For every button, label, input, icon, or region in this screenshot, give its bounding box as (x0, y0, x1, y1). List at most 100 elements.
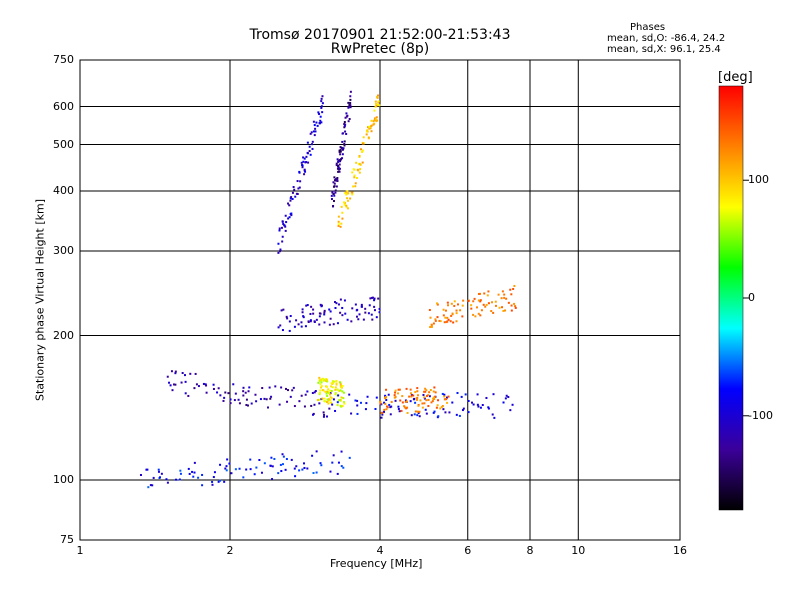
echo-point (444, 316, 447, 319)
echo-point (244, 391, 247, 394)
echo-point (331, 403, 334, 406)
echo-point (491, 301, 494, 304)
echo-point (280, 309, 283, 312)
echo-point (245, 468, 248, 471)
echo-point (147, 486, 150, 489)
echo-point (507, 396, 510, 399)
echo-point (288, 320, 291, 323)
echo-point (351, 307, 354, 310)
echo-point (371, 318, 374, 321)
echo-point (444, 309, 447, 312)
echo-point (428, 309, 431, 312)
echo-point (304, 170, 307, 173)
echo-point (470, 304, 473, 307)
echo-point (249, 458, 252, 461)
echo-point (234, 392, 237, 395)
phases-title: Phases (630, 22, 666, 33)
echo-point (406, 411, 409, 414)
echo-point (151, 484, 154, 487)
echo-point (368, 125, 371, 128)
echo-point (315, 121, 318, 124)
echo-point (282, 308, 285, 311)
echo-point (283, 224, 286, 227)
echo-point (340, 465, 343, 468)
echo-point (298, 400, 301, 403)
echo-point (279, 463, 282, 466)
colorbar-unit: [deg] (718, 70, 753, 85)
echo-point (450, 302, 453, 305)
echo-point (455, 309, 458, 312)
echo-point (277, 472, 280, 475)
echo-point (451, 401, 454, 404)
echo-point (342, 466, 345, 469)
echo-point (297, 187, 300, 190)
echo-point (339, 148, 342, 151)
echo-point (311, 392, 314, 395)
echo-point (286, 389, 289, 392)
echo-point (346, 190, 349, 193)
echo-point (320, 105, 323, 108)
echo-point (491, 413, 494, 416)
echo-point (332, 204, 335, 207)
echo-point (341, 306, 344, 309)
echo-point (336, 404, 339, 407)
echo-point (319, 312, 322, 315)
echo-point (318, 398, 321, 401)
echo-point (446, 301, 449, 304)
echo-point (350, 412, 353, 415)
echo-point (339, 383, 342, 386)
echo-point (193, 461, 196, 464)
echo-point (467, 300, 470, 303)
echo-point (318, 122, 321, 125)
echo-point (388, 403, 391, 406)
echo-point (424, 387, 427, 390)
echo-point (170, 370, 173, 373)
echo-point (295, 192, 298, 195)
echo-point (370, 119, 373, 122)
echo-point (339, 311, 342, 314)
chart-title: Tromsø 20170901 21:52:00-21:53:43 (249, 27, 511, 43)
echo-point (434, 391, 437, 394)
echo-point (372, 120, 375, 123)
echo-point (314, 127, 317, 130)
echo-point (505, 394, 508, 397)
echo-point (348, 393, 351, 396)
echo-point (305, 155, 308, 158)
echo-point (373, 118, 376, 121)
echo-point (341, 217, 344, 220)
echo-point (470, 401, 473, 404)
echo-point (346, 192, 349, 195)
echo-point (419, 399, 422, 402)
echo-point (335, 162, 338, 165)
echo-point (479, 314, 482, 317)
echo-point (329, 399, 332, 402)
echo-point (442, 308, 445, 311)
y-tick-label: 300 (53, 244, 74, 257)
echo-point (341, 211, 344, 214)
echo-point (437, 399, 440, 402)
echo-point (349, 98, 352, 101)
echo-point (343, 299, 346, 302)
echo-point (433, 386, 436, 389)
echo-point (334, 307, 337, 310)
echo-point (441, 404, 444, 407)
echo-point (216, 391, 219, 394)
echo-point (514, 306, 517, 309)
echo-point (410, 392, 413, 395)
echo-point (322, 415, 325, 418)
echo-point (222, 399, 225, 402)
echo-point (179, 472, 182, 475)
echo-point (431, 397, 434, 400)
echo-point (432, 390, 435, 393)
echo-point (476, 393, 479, 396)
echo-point (367, 126, 370, 129)
echo-point (316, 124, 319, 127)
echo-point (293, 405, 296, 408)
echo-point (334, 388, 337, 391)
echo-point (314, 130, 317, 133)
echo-point (318, 402, 321, 405)
echo-point (510, 304, 513, 307)
echo-point (459, 309, 462, 312)
echo-point (340, 396, 343, 399)
echo-point (367, 136, 370, 139)
